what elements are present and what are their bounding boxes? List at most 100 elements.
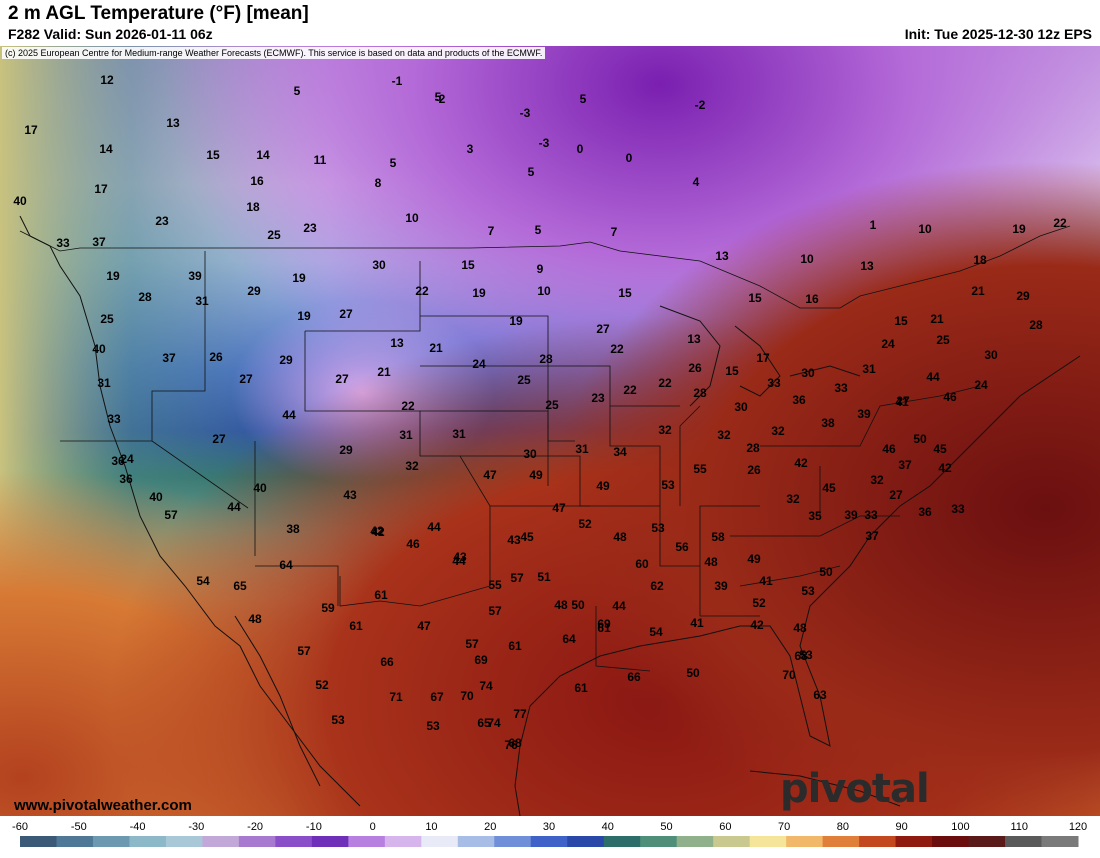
- temperature-value: 19: [472, 286, 486, 300]
- temperature-value: 40: [92, 342, 106, 356]
- map-title: 2 m AGL Temperature (°F) [mean]: [8, 3, 309, 24]
- temperature-value: 66: [627, 670, 641, 684]
- temperature-value: 69: [474, 653, 488, 667]
- temperature-value: 47: [417, 619, 431, 633]
- temperature-value: 25: [100, 312, 114, 326]
- colorbar-tick-label: 60: [719, 821, 731, 833]
- temperature-value: 65: [233, 579, 247, 593]
- colorbar-swatch: [786, 836, 824, 847]
- temperature-value: 50: [686, 666, 700, 680]
- temperature-value: 23: [303, 221, 317, 235]
- colorbar-swatch: [421, 836, 459, 847]
- temperature-value: 31: [97, 376, 111, 390]
- temperature-value: 27: [335, 372, 349, 386]
- temperature-value: 10: [918, 222, 932, 236]
- colorbar-swatch: [640, 836, 678, 847]
- temperature-value: 37: [865, 529, 879, 543]
- temperature-map[interactable]: 12 13 17 14 17 15 14 16 18 11 5 8 5 -1 -3 0 5 3 -3 -2 0 4 5 -2 5…: [0, 46, 1100, 816]
- temperature-value: 46: [406, 537, 420, 551]
- temperature-value: 7: [611, 225, 618, 239]
- temperature-value: 40: [13, 194, 27, 208]
- temperature-value: 33: [107, 412, 121, 426]
- temperature-value: 22: [623, 383, 637, 397]
- temperature-value: 61: [374, 588, 388, 602]
- temperature-value: 70: [782, 668, 796, 682]
- temperature-value: 36: [792, 393, 806, 407]
- temperature-value: 18: [246, 200, 260, 214]
- temperature-value: 33: [767, 376, 781, 390]
- temperature-value: 41: [690, 616, 704, 630]
- temperature-value: 70: [460, 689, 474, 703]
- temperature-value: 22: [401, 399, 415, 413]
- temperature-value: 44: [612, 599, 626, 613]
- temperature-value: 54: [196, 574, 210, 588]
- temperature-value: 32: [771, 424, 785, 438]
- colorbar-tick-label: -60: [12, 821, 28, 833]
- temperature-value: 53: [661, 478, 675, 492]
- temperature-value: 7: [488, 224, 495, 238]
- colorbar-tick-label: 20: [484, 821, 496, 833]
- temperature-value: 58: [711, 530, 725, 544]
- temperature-value: 29: [339, 443, 353, 457]
- temperature-value: 51: [537, 570, 551, 584]
- temperature-value: 57: [164, 508, 178, 522]
- temperature-value: 27: [896, 394, 910, 408]
- temperature-value: 5: [390, 156, 397, 170]
- temperature-value: 17: [94, 182, 108, 196]
- temperature-value: 27: [239, 372, 253, 386]
- temperature-value: 13: [390, 336, 404, 350]
- init-time: Init: Tue 2025-12-30 12z EPS: [904, 26, 1092, 42]
- temperature-value: 24: [472, 357, 486, 371]
- temperature-value: 66: [380, 655, 394, 669]
- temperature-value: -3: [520, 106, 531, 120]
- temperature-value: 45: [822, 481, 836, 495]
- temperature-value: 17: [756, 351, 770, 365]
- temperature-value: 57: [297, 644, 311, 658]
- temperature-value: 13: [860, 259, 874, 273]
- temperature-value: 19: [509, 314, 523, 328]
- temperature-value: 33: [56, 236, 70, 250]
- temperature-value: 61: [597, 621, 611, 635]
- temperature-value: 50: [913, 432, 927, 446]
- temperature-value: 32: [786, 492, 800, 506]
- temperature-value: 4: [693, 175, 700, 189]
- temperature-value: 36: [111, 454, 125, 468]
- colorbar-swatch: [165, 836, 203, 847]
- temperature-value: 24: [881, 337, 895, 351]
- colorbar-tick-label: -50: [71, 821, 87, 833]
- temperature-value: 1: [870, 218, 877, 232]
- temperature-value: 13: [166, 116, 180, 130]
- colorbar-swatch: [494, 836, 532, 847]
- temperature-value: 54: [649, 625, 663, 639]
- temperature-value: 46: [943, 390, 957, 404]
- temperature-value: 25: [545, 398, 559, 412]
- temperature-value: 19: [1012, 222, 1026, 236]
- temperature-value: 25: [517, 373, 531, 387]
- temperature-value: 52: [315, 678, 329, 692]
- temperature-value: 24: [974, 378, 988, 392]
- temperature-value: 56: [675, 540, 689, 554]
- header: 2 m AGL Temperature (°F) [mean] F282 Val…: [0, 0, 1100, 46]
- colorbar-tick-label: 70: [778, 821, 790, 833]
- colorbar-tick-label: -40: [130, 821, 146, 833]
- temperature-value: 44: [427, 520, 441, 534]
- colorbar-swatch: [530, 836, 568, 847]
- temperature-value: 71: [389, 690, 403, 704]
- temperature-value: 27: [212, 432, 226, 446]
- temperature-value: 15: [748, 291, 762, 305]
- temperature-value: 57: [465, 637, 479, 651]
- temperature-value: 60: [635, 557, 649, 571]
- colorbar-swatch: [567, 836, 605, 847]
- colorbar-swatch: [676, 836, 714, 847]
- temperature-value: 42: [371, 525, 385, 539]
- temperature-value: 44: [227, 500, 241, 514]
- temperature-value: 0: [626, 151, 633, 165]
- temperature-value: 31: [862, 362, 876, 376]
- colorbar-swatch: [348, 836, 386, 847]
- website-link[interactable]: www.pivotalweather.com: [14, 797, 192, 814]
- temperature-value: 19: [297, 309, 311, 323]
- temperature-value: 43: [453, 550, 467, 564]
- temperature-value: 10: [800, 252, 814, 266]
- temperature-value: 33: [864, 508, 878, 522]
- temperature-value: 25: [267, 228, 281, 242]
